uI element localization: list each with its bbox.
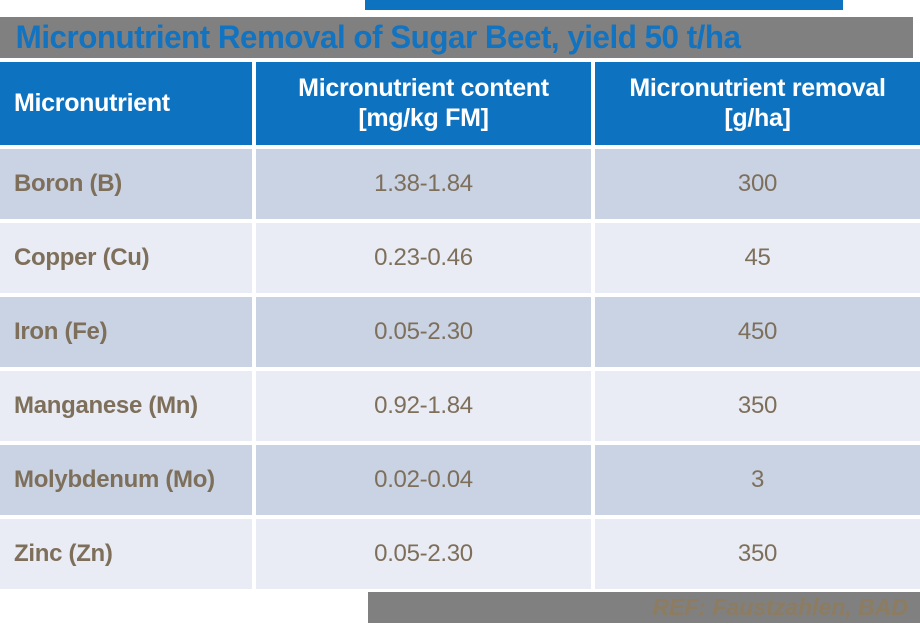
content-value-cell: 1.38-1.84	[256, 149, 591, 219]
content-value-cell: 0.23-0.46	[256, 223, 591, 293]
content-value-cell: 0.92-1.84	[256, 371, 591, 441]
nutrient-name-cell: Copper (Cu)	[0, 223, 252, 293]
title-bar: Micronutrient Removal of Sugar Beet, yie…	[0, 17, 913, 58]
removal-value-cell: 450	[595, 297, 920, 367]
reference-text: REF: Faustzahlen, BAD	[652, 594, 908, 620]
removal-value-cell: 350	[595, 371, 920, 441]
nutrient-name-cell: Iron (Fe)	[0, 297, 252, 367]
footer-bar: REF: Faustzahlen, BAD	[368, 592, 920, 623]
page-title: Micronutrient Removal of Sugar Beet, yie…	[15, 19, 741, 55]
nutrient-name-cell: Manganese (Mn)	[0, 371, 252, 441]
nutrient-name-cell: Zinc (Zn)	[0, 519, 252, 589]
removal-value-cell: 45	[595, 223, 920, 293]
nutrient-name-cell: Boron (B)	[0, 149, 252, 219]
col-header-label: Micronutrient content	[298, 74, 549, 102]
nutrient-table: Micronutrient Micronutrient content [mg/…	[0, 62, 920, 589]
col-header-content: Micronutrient content [mg/kg FM]	[256, 62, 591, 145]
removal-value-cell: 3	[595, 445, 920, 515]
col-header-label: Micronutrient	[14, 88, 170, 117]
removal-value-cell: 300	[595, 149, 920, 219]
content-value-cell: 0.05-2.30	[256, 519, 591, 589]
content-value-cell: 0.02-0.04	[256, 445, 591, 515]
col-header-removal: Micronutrient removal [g/ha]	[595, 62, 920, 145]
top-accent-bar	[365, 0, 843, 10]
col-header-micronutrient: Micronutrient	[0, 62, 252, 145]
col-header-unit: [mg/kg FM]	[358, 103, 489, 132]
col-header-unit: [g/ha]	[724, 103, 791, 132]
col-header-label: Micronutrient removal	[629, 74, 886, 102]
removal-value-cell: 350	[595, 519, 920, 589]
nutrient-name-cell: Molybdenum (Mo)	[0, 445, 252, 515]
content-value-cell: 0.05-2.30	[256, 297, 591, 367]
